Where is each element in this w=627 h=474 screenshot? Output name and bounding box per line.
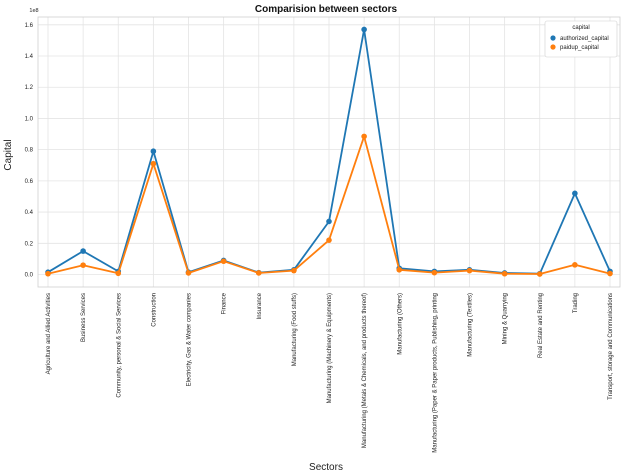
data-point-paidup_capital [115,270,122,277]
data-point-paidup_capital [185,270,192,276]
data-point-paidup_capital [536,271,543,277]
y-tick-label: 1.6 [25,23,34,29]
data-point-paidup_capital [150,160,157,167]
x-tick-label: Finance [222,292,228,314]
x-tick-label: Manufacturing (Paper & Paper products, P… [432,293,438,453]
data-point-paidup_capital [326,237,332,243]
data-point-paidup_capital [361,133,367,140]
x-tick-label: Agriculture and Allied Activities [46,293,52,374]
legend-box [544,20,618,58]
data-point-authorized_capital [150,148,157,155]
chart-title: Comparision between sectors [255,4,398,15]
x-tick-label: Manufacturing (Machinery & Equipments) [327,293,333,403]
data-point-paidup_capital [431,269,438,276]
data-point-paidup_capital [45,270,51,277]
y-tick-label: 0.6 [25,179,34,185]
legend-marker-authorized_capital [550,35,556,41]
y-tick-label: 0.0 [25,273,34,279]
y-tick-label: 1.2 [25,85,34,91]
x-tick-label: Transport, storage and Communications [608,293,614,400]
data-point-authorized_capital [572,190,578,197]
data-point-paidup_capital [607,270,613,277]
legend-title: capital [572,25,589,31]
y-axis-label: Capital [3,139,14,170]
data-point-paidup_capital [220,258,227,265]
y-tick-label: 1.0 [25,116,34,122]
x-tick-label: Manufacturing (Others) [397,293,403,355]
data-point-paidup_capital [255,270,262,276]
y-tick-label: 1.4 [25,54,34,60]
y-axis-offset-label: 1e8 [29,8,38,14]
data-point-authorized_capital [361,26,367,33]
x-tick-label: Mining & Quarrying [503,293,509,344]
x-tick-label: Manufacturing (Metals & Chemicals, and p… [362,293,368,448]
y-tick-label: 0.2 [25,241,34,247]
x-tick-label: Insurance [257,292,263,319]
data-point-paidup_capital [501,270,508,277]
legend-entry-paidup_capital: paidup_capital [560,45,599,51]
x-tick-label: Business Services [81,293,87,342]
legend-entry-authorized_capital: authorized_capital [560,36,609,42]
x-tick-label: Electricity, Gas & Water companies [187,293,193,386]
data-point-authorized_capital [326,218,332,225]
y-tick-label: 0.8 [25,148,34,154]
data-point-authorized_capital [80,248,86,254]
y-tick-label: 0.4 [25,210,34,216]
plot-frame [37,16,621,288]
legend-marker-paidup_capital [550,44,556,50]
data-point-paidup_capital [80,262,86,268]
data-point-paidup_capital [291,267,297,274]
data-point-paidup_capital [396,267,403,273]
data-point-paidup_capital [466,267,473,274]
x-axis-label: Sectors [309,462,343,473]
x-tick-label: Community, personal & Social Services [116,293,122,398]
x-tick-label: Trading [573,293,579,313]
x-tick-label: Manufacturing (Food stuffs) [292,293,298,366]
x-tick-label: Construction [151,293,157,327]
x-tick-label: Real Estate and Renting [538,293,544,358]
data-point-paidup_capital [572,262,578,268]
x-tick-label: Manufacturing (Textiles) [468,293,474,357]
